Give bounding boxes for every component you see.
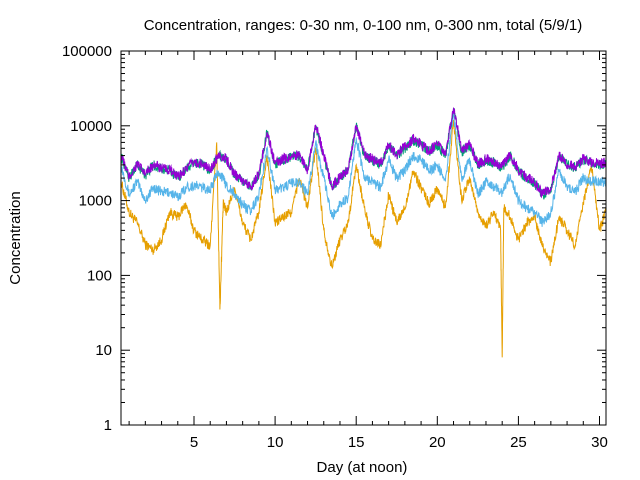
x-axis-label: Day (at noon) bbox=[317, 459, 408, 476]
x-tick-label-1: 10 bbox=[267, 434, 284, 451]
series-line-1 bbox=[120, 119, 607, 358]
y-tick-label-3: 1000 bbox=[79, 193, 112, 210]
series-line-4 bbox=[120, 107, 607, 199]
y-tick-label-1: 10 bbox=[95, 342, 112, 359]
plot-frame bbox=[120, 50, 607, 426]
y-tick-label-4: 10000 bbox=[70, 118, 112, 135]
x-tick-label-0: 5 bbox=[190, 434, 198, 451]
x-tick-label-4: 25 bbox=[510, 434, 527, 451]
ticks-layer: 1 10 100 1000 10000 100000 5 10 15 20 25 30 bbox=[62, 43, 608, 451]
chart-title: Concentration, ranges: 0-30 nm, 0-100 nm… bbox=[144, 17, 583, 34]
y-axis-label: Concentration bbox=[7, 191, 24, 284]
y-tick-label-5: 100000 bbox=[62, 43, 112, 60]
x-tick-label-5: 30 bbox=[591, 434, 608, 451]
series-layer bbox=[120, 107, 607, 358]
x-tick-label-2: 15 bbox=[348, 434, 365, 451]
y-tick-label-2: 100 bbox=[87, 267, 112, 284]
x-tick-label-3: 20 bbox=[429, 434, 446, 451]
series-line-2 bbox=[120, 111, 607, 227]
y-tick-label-0: 1 bbox=[104, 417, 112, 434]
